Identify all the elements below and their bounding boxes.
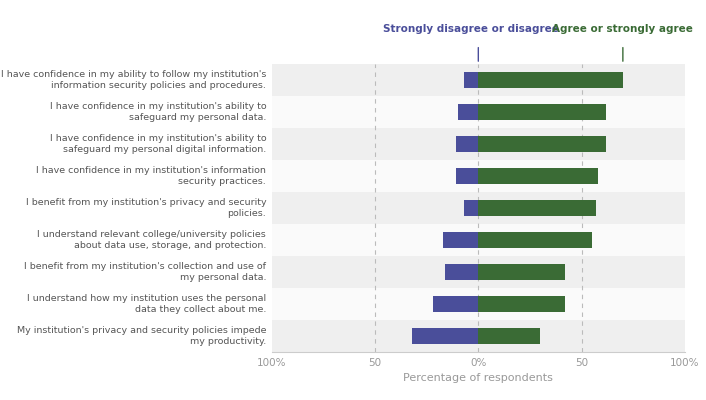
Text: I have confidence in my institution's ability to
safeguard my personal data.: I have confidence in my institution's ab…	[49, 102, 266, 122]
X-axis label: Percentage of respondents: Percentage of respondents	[403, 373, 554, 383]
Text: I have confidence in my institution's ability to
safeguard my personal digital i: I have confidence in my institution's ab…	[49, 134, 266, 154]
Bar	[272, 192, 685, 224]
Text: I benefit from my institution's privacy and security
policies.: I benefit from my institution's privacy …	[25, 198, 266, 218]
Text: I benefit from my institution's collection and use of
my personal data.: I benefit from my institution's collecti…	[24, 262, 266, 282]
Bar	[272, 128, 685, 160]
Bar	[455, 136, 479, 152]
Bar	[479, 296, 565, 312]
Bar	[479, 264, 565, 280]
Bar	[479, 232, 592, 248]
Bar	[479, 328, 540, 344]
Bar	[433, 296, 479, 312]
Bar	[272, 320, 685, 352]
Bar	[464, 72, 479, 88]
Bar	[445, 264, 479, 280]
Bar	[272, 256, 685, 288]
Bar	[272, 288, 685, 320]
Bar	[457, 104, 479, 120]
Bar	[443, 232, 479, 248]
Bar	[412, 328, 479, 344]
Text: I understand how my institution uses the personal
data they collect about me.: I understand how my institution uses the…	[27, 294, 266, 314]
Text: Strongly disagree or disagree: Strongly disagree or disagree	[383, 24, 559, 34]
Bar	[479, 136, 606, 152]
Bar	[272, 96, 685, 128]
Text: I understand relevant college/university policies
about data use, storage, and p: I understand relevant college/university…	[37, 230, 266, 250]
Text: Agree or strongly agree: Agree or strongly agree	[552, 24, 693, 34]
Bar	[455, 168, 479, 184]
Bar	[479, 104, 606, 120]
Text: My institution's privacy and security policies impede
my productivity.: My institution's privacy and security po…	[17, 326, 266, 346]
Bar	[464, 200, 479, 216]
Text: I have confidence in my institution's information
security practices.: I have confidence in my institution's in…	[36, 166, 266, 186]
Bar	[479, 168, 598, 184]
Bar	[272, 64, 685, 96]
Bar	[479, 200, 596, 216]
Text: I have confidence in my ability to follow my institution's
information security : I have confidence in my ability to follo…	[1, 70, 266, 90]
Bar	[272, 224, 685, 256]
Bar	[272, 160, 685, 192]
Bar	[479, 72, 623, 88]
